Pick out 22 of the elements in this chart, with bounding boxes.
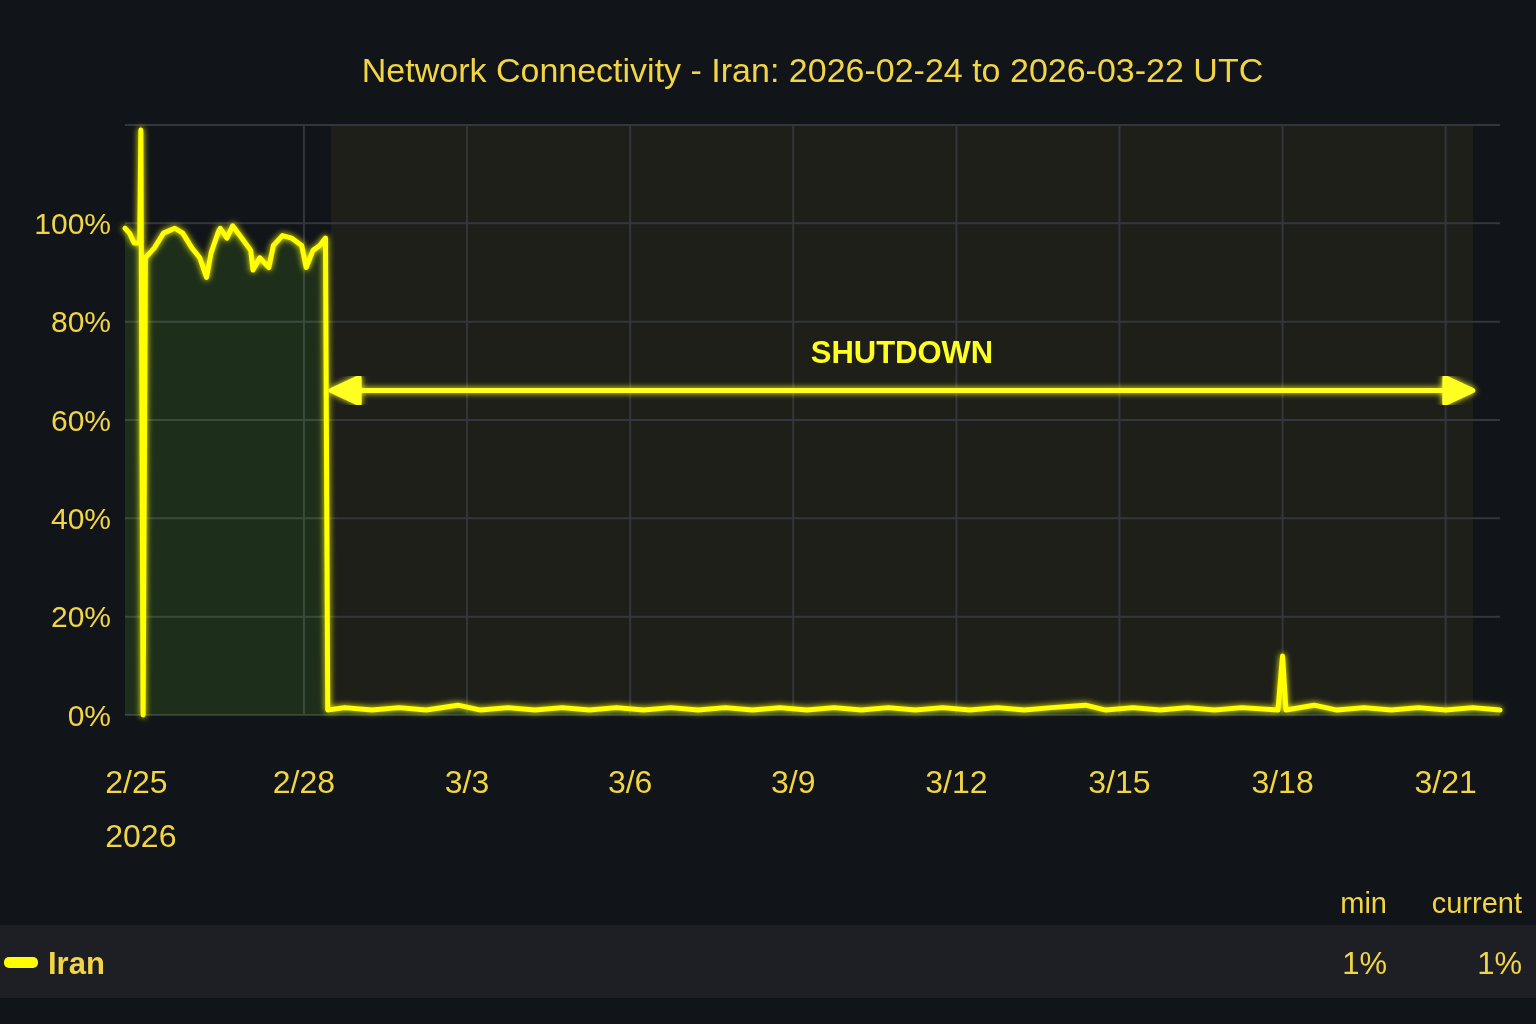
x-tick-label: 2/28	[272, 764, 336, 800]
x-tick-label: 3/15	[1088, 764, 1151, 800]
y-tick-label: 100%	[34, 207, 111, 241]
x-tick-label: 3/3	[444, 764, 490, 800]
text: min	[1340, 887, 1387, 919]
x-tick-label: 3/12	[925, 764, 988, 800]
chart-title: Network Connectivity - Iran: 2026-02-24 to 2026-03-22 UTC	[361, 51, 1264, 89]
text: 1%	[1342, 946, 1387, 981]
text: 1%	[1477, 946, 1522, 981]
x-tick-label: 2/25 2026	[105, 764, 177, 854]
legend-label: Iran	[48, 946, 105, 981]
x-tick-label: 3/9	[771, 764, 816, 800]
y-tick-label: 0%	[67, 698, 111, 732]
y-tick-label: 20%	[50, 600, 111, 634]
x-tick-label: 3/21	[1414, 764, 1477, 800]
text: current	[1431, 887, 1522, 919]
x-tick-label: 3/18	[1251, 764, 1314, 800]
y-tick-label: 80%	[50, 305, 111, 339]
y-tick-label: 60%	[50, 403, 111, 437]
x-tick-label: 3/6	[607, 764, 653, 800]
band-label: SHUTDOWN	[810, 334, 994, 370]
y-tick-label: 40%	[50, 502, 111, 536]
